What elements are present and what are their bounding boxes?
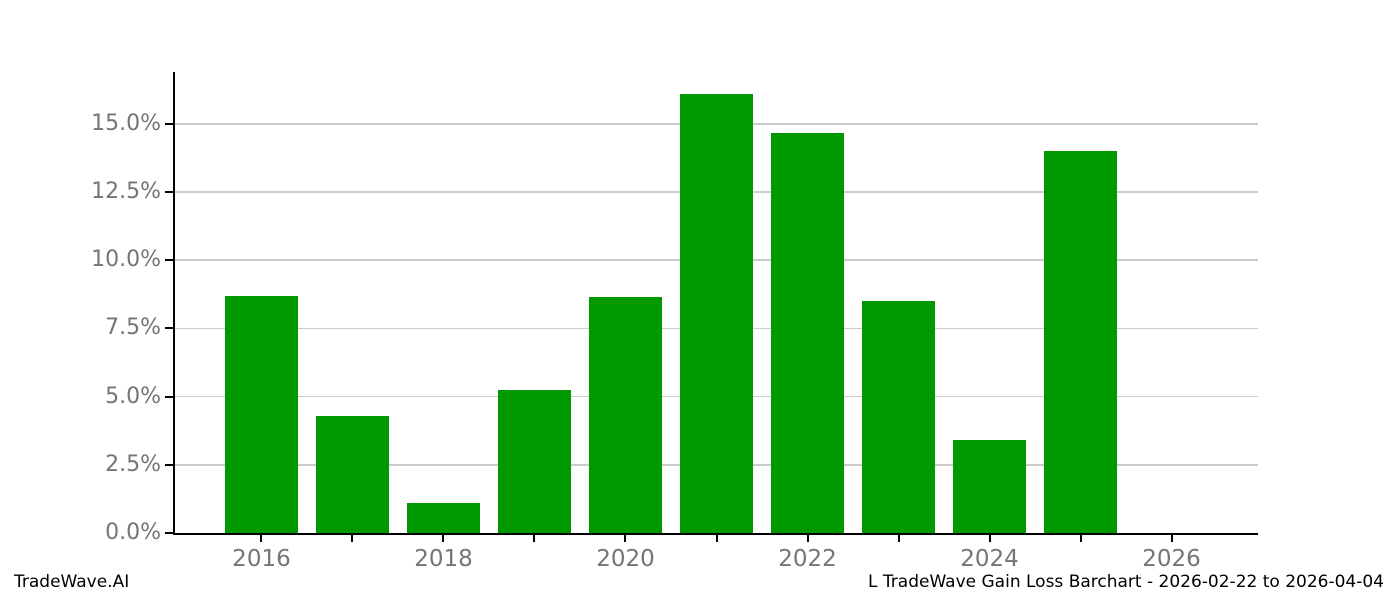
x-tick-label: 2026 — [1142, 546, 1201, 572]
y-axis-tick — [165, 259, 173, 262]
bar-2023 — [862, 301, 935, 533]
y-tick-label: 7.5% — [105, 315, 161, 341]
y-axis-tick — [165, 191, 173, 194]
x-axis-tick — [988, 535, 991, 542]
y-tick-label: 0.0% — [105, 520, 161, 545]
y-tick-label: 10.0% — [91, 247, 161, 273]
y-tick-label: 5.0% — [105, 383, 161, 409]
brand-label: TradeWave.AI — [14, 572, 130, 592]
chart-caption: L TradeWave Gain Loss Barchart - 2026-02… — [868, 572, 1384, 592]
y-tick-label: 15.0% — [91, 110, 161, 136]
x-tick-label: 2018 — [414, 546, 473, 572]
bar-2022 — [771, 133, 844, 533]
x-axis-tick — [442, 535, 445, 542]
x-tick-label: 2020 — [596, 546, 655, 572]
x-tick-label: 2022 — [778, 546, 837, 572]
bar-2018 — [407, 503, 480, 533]
bar-2016 — [225, 295, 298, 533]
y-axis-tick — [165, 463, 173, 466]
x-axis-tick — [897, 535, 900, 542]
x-axis-tick — [715, 535, 718, 542]
bar-2019 — [498, 389, 571, 533]
bar-2021 — [680, 93, 753, 533]
x-axis-tick — [806, 535, 809, 542]
y-axis-tick — [165, 122, 173, 125]
x-axis-tick — [624, 535, 627, 542]
bar-2020 — [589, 297, 662, 533]
x-axis-tick — [260, 535, 263, 542]
y-tick-label: 12.5% — [91, 179, 161, 205]
bar-2024 — [953, 440, 1026, 533]
bar-2025 — [1044, 151, 1117, 533]
y-axis-tick — [165, 532, 173, 534]
x-tick-label: 2024 — [960, 546, 1019, 572]
x-axis-tick — [533, 535, 536, 542]
y-axis-tick — [165, 327, 173, 330]
x-axis-tick — [1079, 535, 1082, 542]
x-tick-label: 2016 — [232, 546, 291, 572]
y-axis-tick — [165, 395, 173, 398]
bar-2017 — [316, 415, 389, 533]
x-axis-tick — [351, 535, 354, 542]
x-axis-tick — [1170, 535, 1173, 542]
plot-area: 0.0% 2.5% 5.0% 7.5% 10.0% 12.5% 15.0% 2016 2018 2… — [91, 72, 1258, 572]
y-tick-label: 2.5% — [105, 451, 161, 477]
